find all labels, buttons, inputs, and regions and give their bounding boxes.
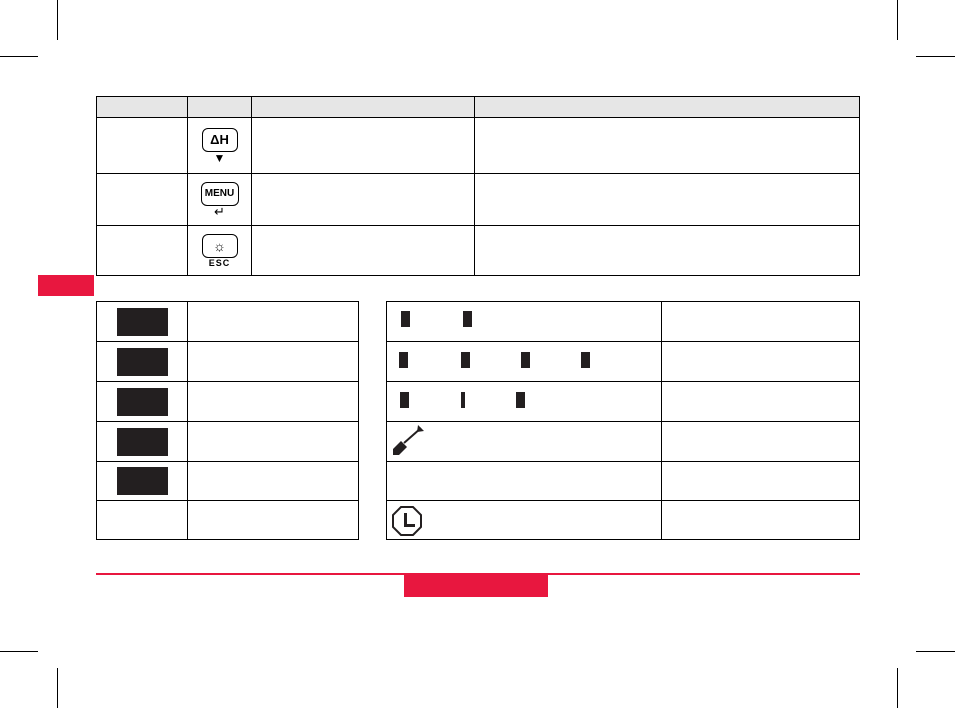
- display-segment-icon: [116, 347, 168, 376]
- section-tab: [38, 275, 94, 296]
- crop-mark: [0, 56, 38, 57]
- table-row: [96, 421, 359, 462]
- crop-mark: [916, 651, 955, 652]
- segment-bar-icon: [516, 392, 525, 408]
- segment-bar-icon: [401, 311, 410, 327]
- table-row: [386, 500, 860, 540]
- keys-table: ΔH ▼ MENU ↵ ☼ ESC: [96, 96, 860, 276]
- table-row: ☼ ESC: [96, 225, 860, 276]
- segment-bar-icon: [581, 352, 590, 368]
- segment-bar-icon: [399, 352, 408, 368]
- table-row: [386, 301, 860, 342]
- down-arrow-icon: ▼: [213, 150, 226, 165]
- menu-key-icon: MENU: [200, 181, 239, 206]
- esc-label: ESC: [208, 257, 231, 268]
- table-row: MENU ↵: [96, 173, 860, 226]
- table-row: [96, 500, 359, 540]
- table-row: [96, 381, 359, 422]
- clock-icon: [392, 506, 422, 536]
- segment-bar-icon: [463, 311, 472, 327]
- table-row: [96, 461, 359, 501]
- light-key-icon: ☼: [201, 233, 238, 258]
- table-header: [96, 96, 860, 118]
- display-segment-icon: [116, 307, 168, 336]
- indicator-table: [386, 301, 860, 540]
- table-row: [386, 461, 860, 501]
- display-segment-icon: [116, 467, 168, 495]
- table-row: ΔH ▼: [96, 117, 860, 174]
- enter-icon: ↵: [214, 203, 225, 219]
- table-row: [96, 341, 359, 382]
- crop-mark: [897, 0, 898, 40]
- segment-bar-icon: [521, 352, 530, 368]
- segment-bar-icon: [461, 352, 470, 368]
- table-row: [386, 421, 860, 462]
- delta-h-key-icon: ΔH: [201, 127, 238, 152]
- display-symbols-table: [96, 301, 359, 540]
- page-number-box: [404, 573, 548, 597]
- segment-bar-icon: [461, 392, 465, 408]
- display-segment-icon: [116, 427, 168, 456]
- table-row: [386, 381, 860, 422]
- crop-mark: [57, 668, 58, 708]
- crop-mark: [897, 668, 898, 708]
- shovel-icon: [393, 425, 424, 455]
- crop-mark: [916, 56, 955, 57]
- crop-mark: [57, 0, 58, 40]
- table-row: [386, 341, 860, 382]
- crop-mark: [0, 651, 38, 652]
- segment-bar-icon: [400, 392, 409, 408]
- table-row: [96, 301, 359, 342]
- display-segment-icon: [116, 387, 168, 416]
